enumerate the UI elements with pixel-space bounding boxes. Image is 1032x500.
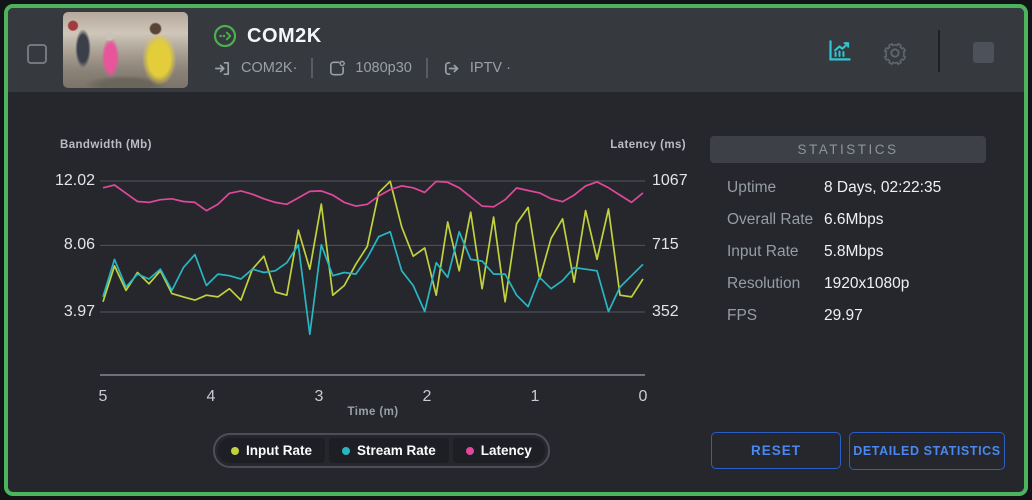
stat-row-overall-rate: Overall Rate 6.6Mbps <box>727 211 997 231</box>
input-icon <box>213 59 232 78</box>
stat-value: 5.8Mbps <box>824 243 884 260</box>
stat-label: Input Rate <box>727 243 799 260</box>
settings-gear-icon[interactable] <box>882 40 908 66</box>
stat-value: 29.97 <box>824 307 863 324</box>
input-rate-dot <box>231 446 239 455</box>
bandwidth-axis-ticks: 12.02 8.06 3.97 <box>8 170 95 385</box>
statistics-panel-title: STATISTICS <box>710 136 986 163</box>
legend-label-input-rate: Input Rate <box>246 443 312 458</box>
input-name: COM2K· <box>241 60 298 76</box>
stop-button[interactable] <box>973 42 994 63</box>
tick-label: 12.02 <box>54 172 95 189</box>
tick-label: 715 <box>652 236 679 254</box>
encoder-name: 1080p30 <box>355 60 412 76</box>
tick-label: 352 <box>652 303 679 320</box>
bandwidth-latency-chart <box>100 180 645 376</box>
stat-label: Uptime <box>727 179 777 196</box>
stat-value: 6.6Mbps <box>824 211 884 228</box>
bandwidth-axis-title: Bandwidth (Mb) <box>60 139 152 151</box>
stream-thumbnail[interactable] <box>63 12 188 88</box>
detailed-statistics-button[interactable]: DETAILED STATISTICS <box>849 432 1005 470</box>
output-icon <box>442 59 461 78</box>
stat-row-fps: FPS 29.97 <box>727 307 997 327</box>
title-row: COM2K <box>213 24 322 48</box>
tick-label: 2 <box>422 388 432 405</box>
tick-label: 3.97 <box>63 303 95 320</box>
stat-value: 1920x1080p <box>824 275 910 292</box>
stat-row-resolution: Resolution 1920x1080p <box>727 275 997 295</box>
card-header: COM2K COM2K· 10 <box>8 8 1024 92</box>
tick-label: 0 <box>638 388 648 405</box>
encoder-icon <box>327 59 346 78</box>
chart-legend: Input Rate Stream Rate Latency <box>213 433 550 468</box>
stat-value: 8 Days, 02:22:35 <box>824 179 942 196</box>
meta-separator <box>425 58 428 78</box>
select-checkbox[interactable] <box>27 44 47 64</box>
stream-title: COM2K <box>247 24 322 47</box>
stat-label: Resolution <box>727 275 801 292</box>
legend-item-input-rate[interactable]: Input Rate <box>218 438 325 463</box>
stream-card: COM2K COM2K· 1 0 <box>4 4 1028 496</box>
stream-status-icon <box>213 24 237 48</box>
stat-row-uptime: Uptime 8 Days, 02:22:35 <box>727 179 997 199</box>
stream-rate-dot <box>342 446 350 455</box>
stat-label: FPS <box>727 307 758 324</box>
header-divider <box>938 30 940 72</box>
time-axis-title: Time (m) <box>347 406 399 418</box>
tick-label: 4 <box>206 388 216 405</box>
stream-meta: COM2K· 1080p30 IPTV · <box>213 58 511 78</box>
time-axis-ticks: 5 4 3 2 1 0 <box>95 387 655 407</box>
statistics-toggle-icon[interactable] <box>826 38 853 65</box>
stat-row-input-rate: Input Rate 5.8Mbps <box>727 243 997 263</box>
tick-label: 3 <box>314 388 324 405</box>
legend-item-stream-rate[interactable]: Stream Rate <box>329 438 449 463</box>
latency-axis-ticks: 1067 715 352 <box>652 170 712 385</box>
tick-label: 8.06 <box>63 236 95 254</box>
latency-dot <box>465 446 474 455</box>
tick-label: 1067 <box>652 172 688 189</box>
legend-item-latency[interactable]: Latency <box>452 438 545 463</box>
tick-label: 1 <box>530 388 540 405</box>
tick-label: 5 <box>98 388 108 405</box>
meta-separator <box>311 58 314 78</box>
stat-label: Overall Rate <box>727 211 814 228</box>
legend-label-latency: Latency <box>480 443 532 458</box>
output-name: IPTV · <box>469 60 511 76</box>
latency-axis-title: Latency (ms) <box>610 139 686 151</box>
reset-button[interactable]: RESET <box>711 432 841 469</box>
legend-label-stream-rate: Stream Rate <box>357 443 436 458</box>
